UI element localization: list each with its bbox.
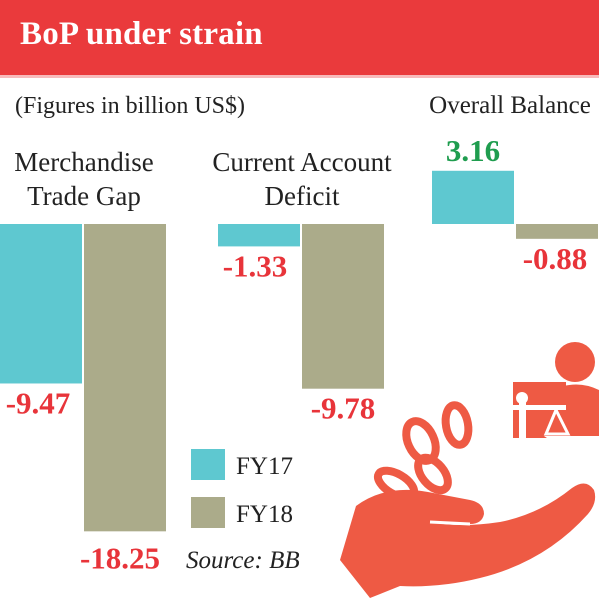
legend-label-fy18: FY18 bbox=[236, 501, 293, 528]
category-label-2-line-0: Overall Balance bbox=[429, 92, 591, 119]
hand-coins-balance-scale-icon bbox=[340, 342, 599, 598]
bar-fy18-1 bbox=[302, 224, 384, 389]
category-label-1-line-1: Deficit bbox=[265, 181, 340, 211]
legend-label-fy17: FY17 bbox=[236, 453, 293, 480]
title-bar: BoP under strain bbox=[0, 0, 599, 75]
source-note: Source: BB bbox=[186, 547, 300, 574]
category-label-1-line-0: Current Account bbox=[212, 147, 392, 177]
value-label-fy18-1: -9.78 bbox=[311, 391, 376, 426]
bars-layer bbox=[0, 170, 598, 532]
bar-fy17-2 bbox=[432, 170, 514, 224]
bar-fy18-0 bbox=[84, 224, 166, 532]
legend-swatch-fy17 bbox=[191, 449, 225, 480]
legend: FY17 FY18 bbox=[191, 449, 293, 528]
category-label-0-line-1: Trade Gap bbox=[27, 181, 141, 211]
value-label-fy17-2: 3.16 bbox=[446, 133, 500, 168]
chart-title: BoP under strain bbox=[20, 16, 263, 52]
bar-fy17-1 bbox=[218, 224, 300, 247]
chart-subtitle: (Figures in billion US$) bbox=[15, 93, 245, 119]
value-label-fy18-2: -0.88 bbox=[523, 241, 588, 276]
value-label-fy17-0: -9.47 bbox=[6, 385, 71, 420]
value-label-fy18-0: -18.25 bbox=[80, 540, 160, 575]
title-divider bbox=[0, 75, 599, 78]
bar-fy17-0 bbox=[0, 224, 82, 384]
legend-swatch-fy18 bbox=[191, 497, 225, 528]
labels-layer: Merchandise Trade Gap Current Account Defic… bbox=[6, 92, 591, 575]
bar-fy18-2 bbox=[516, 224, 598, 239]
value-label-fy17-1: -1.33 bbox=[223, 248, 288, 283]
category-label-0-line-0: Merchandise bbox=[14, 147, 153, 177]
